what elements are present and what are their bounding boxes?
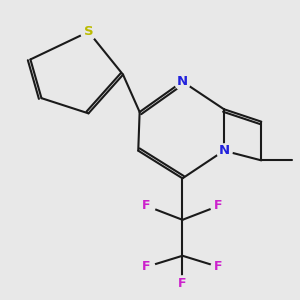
Text: N: N: [218, 144, 230, 157]
Text: F: F: [142, 200, 151, 212]
Text: N: N: [177, 75, 188, 88]
Text: F: F: [214, 200, 223, 212]
Text: F: F: [142, 260, 151, 273]
Text: F: F: [178, 277, 187, 290]
Text: F: F: [214, 260, 223, 273]
Text: S: S: [84, 25, 93, 38]
